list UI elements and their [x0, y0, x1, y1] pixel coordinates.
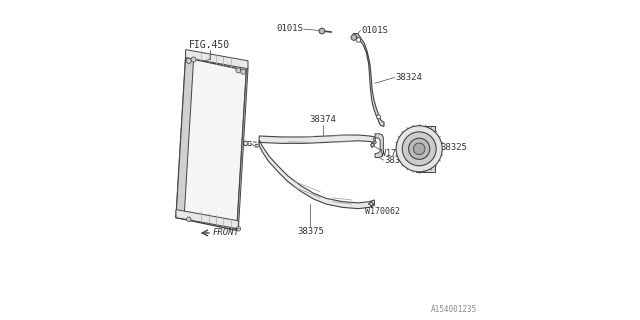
Circle shape: [236, 227, 241, 231]
Circle shape: [409, 138, 430, 159]
Circle shape: [374, 141, 376, 144]
Circle shape: [241, 69, 246, 74]
Polygon shape: [259, 135, 375, 143]
Text: 0101S: 0101S: [276, 24, 303, 33]
Polygon shape: [176, 58, 246, 230]
Polygon shape: [176, 58, 193, 219]
Text: A154001235: A154001235: [431, 305, 477, 314]
Circle shape: [413, 143, 425, 155]
Circle shape: [396, 126, 442, 172]
Polygon shape: [237, 69, 248, 230]
Text: 0101S: 0101S: [361, 26, 388, 35]
Polygon shape: [186, 50, 248, 69]
Circle shape: [376, 115, 380, 119]
Polygon shape: [176, 210, 239, 229]
Circle shape: [371, 143, 374, 147]
Circle shape: [370, 202, 373, 205]
Text: 38374: 38374: [310, 115, 337, 124]
Circle shape: [236, 68, 241, 73]
Circle shape: [243, 141, 248, 146]
Polygon shape: [416, 126, 435, 172]
Text: W170062: W170062: [381, 149, 416, 158]
Text: 38324: 38324: [396, 73, 422, 82]
Text: FIG.450: FIG.450: [189, 40, 230, 50]
Circle shape: [356, 38, 361, 42]
Circle shape: [187, 217, 191, 221]
Circle shape: [319, 28, 325, 34]
Circle shape: [373, 138, 376, 140]
Text: 38375: 38375: [297, 227, 324, 236]
Text: W170062: W170062: [365, 207, 401, 216]
Polygon shape: [375, 134, 383, 157]
Polygon shape: [259, 140, 374, 209]
Text: 38365: 38365: [384, 156, 411, 165]
Circle shape: [403, 132, 436, 166]
Text: 38325: 38325: [440, 143, 467, 152]
Text: FRONT: FRONT: [212, 228, 239, 237]
Polygon shape: [352, 34, 384, 126]
Circle shape: [186, 58, 191, 63]
Circle shape: [351, 35, 357, 40]
Circle shape: [191, 57, 196, 62]
